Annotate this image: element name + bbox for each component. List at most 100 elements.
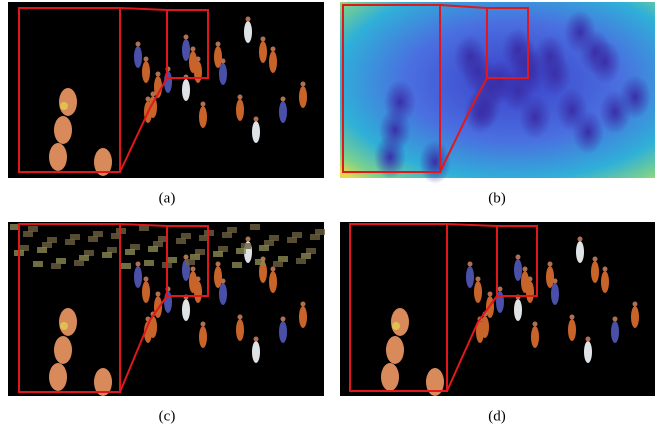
depth-blob bbox=[572, 110, 604, 154]
player-figure bbox=[134, 46, 142, 68]
player-figure bbox=[269, 51, 277, 73]
player-figure bbox=[59, 88, 77, 116]
player-figure bbox=[299, 306, 307, 328]
player-head bbox=[548, 262, 553, 267]
crowd-patch bbox=[222, 232, 232, 238]
player-head bbox=[216, 42, 221, 47]
crowd-patch bbox=[255, 259, 265, 265]
player-head bbox=[216, 262, 221, 267]
player-head bbox=[184, 255, 189, 260]
player-figure bbox=[182, 299, 190, 321]
crowd-patch bbox=[88, 236, 98, 242]
player-head bbox=[261, 37, 266, 42]
player-head bbox=[151, 92, 156, 97]
crowd-patch bbox=[310, 234, 320, 240]
player-head bbox=[136, 42, 141, 47]
player-figure bbox=[611, 321, 619, 343]
player-figure bbox=[466, 266, 474, 288]
player-figure bbox=[219, 63, 227, 85]
player-head bbox=[271, 47, 276, 52]
crowd-patch bbox=[176, 238, 186, 244]
player-head bbox=[593, 257, 598, 262]
player-figure bbox=[386, 336, 404, 364]
player-head bbox=[301, 82, 306, 87]
player-figure bbox=[381, 363, 399, 391]
player-figure bbox=[49, 363, 67, 391]
player-figure bbox=[521, 271, 529, 293]
player-head bbox=[238, 95, 243, 100]
crowd-patch bbox=[250, 224, 260, 230]
player-figure bbox=[236, 99, 244, 121]
player-figure bbox=[199, 326, 207, 348]
player-figure bbox=[214, 266, 222, 288]
player-head bbox=[271, 267, 276, 272]
crowd-patch bbox=[23, 231, 33, 237]
player-head bbox=[201, 322, 206, 327]
player-head bbox=[156, 292, 161, 297]
crowd-patch bbox=[213, 251, 223, 257]
player-figure bbox=[189, 271, 197, 293]
player-head bbox=[468, 262, 473, 267]
depth-blob bbox=[534, 35, 566, 79]
figure-page: (a) (b) (c) (d) bbox=[0, 0, 664, 430]
depth-blob bbox=[619, 75, 651, 119]
crowd-patch bbox=[273, 261, 283, 267]
player-figure bbox=[59, 308, 77, 336]
crowd-patch bbox=[232, 262, 242, 268]
player-head bbox=[586, 337, 591, 342]
player-figure bbox=[269, 271, 277, 293]
depth-blob bbox=[384, 80, 416, 124]
player-head bbox=[533, 322, 538, 327]
player-head bbox=[516, 255, 521, 260]
player-figure bbox=[236, 319, 244, 341]
crowd-patch bbox=[185, 259, 195, 265]
panel-caption: (d) bbox=[488, 408, 506, 424]
player-figure bbox=[142, 61, 150, 83]
player-head bbox=[191, 47, 196, 52]
figure: (a) (b) (c) (d) bbox=[0, 0, 664, 430]
player-figure bbox=[54, 116, 72, 144]
panel-caption: (b) bbox=[488, 190, 506, 206]
player-head bbox=[301, 302, 306, 307]
player-head bbox=[613, 317, 618, 322]
crowd-patch bbox=[37, 247, 47, 253]
player-figure bbox=[189, 51, 197, 73]
player-head bbox=[488, 292, 493, 297]
player-figure bbox=[199, 106, 207, 128]
player-figure bbox=[182, 39, 190, 61]
player-head bbox=[570, 315, 575, 320]
player-head bbox=[498, 287, 503, 292]
player-figure bbox=[591, 261, 599, 283]
player-head bbox=[201, 102, 206, 107]
crowd-patch bbox=[121, 263, 131, 269]
player-head bbox=[136, 262, 141, 267]
player-figure bbox=[252, 121, 260, 143]
player-head bbox=[156, 72, 161, 77]
depth-blob bbox=[419, 140, 451, 184]
crowd-patch bbox=[259, 245, 269, 251]
crowd-patch bbox=[65, 239, 75, 245]
player-figure bbox=[299, 86, 307, 108]
crowd-patch bbox=[102, 252, 112, 258]
player-head bbox=[191, 267, 196, 272]
crowd-patch bbox=[236, 248, 246, 254]
player-head bbox=[523, 267, 528, 272]
player-figure bbox=[244, 21, 252, 43]
player-figure bbox=[279, 101, 287, 123]
player-figure bbox=[252, 341, 260, 363]
ball bbox=[60, 102, 68, 110]
player-head bbox=[254, 337, 259, 342]
crowd-patch bbox=[51, 263, 61, 269]
player-figure bbox=[54, 336, 72, 364]
player-head bbox=[633, 302, 638, 307]
player-figure bbox=[514, 259, 522, 281]
player-head bbox=[254, 117, 259, 122]
player-figure bbox=[391, 308, 409, 336]
ball bbox=[60, 322, 68, 330]
player-figure bbox=[546, 266, 554, 288]
player-figure bbox=[568, 319, 576, 341]
player-head bbox=[246, 237, 251, 242]
player-figure bbox=[134, 266, 142, 288]
player-head bbox=[184, 35, 189, 40]
player-figure bbox=[182, 79, 190, 101]
